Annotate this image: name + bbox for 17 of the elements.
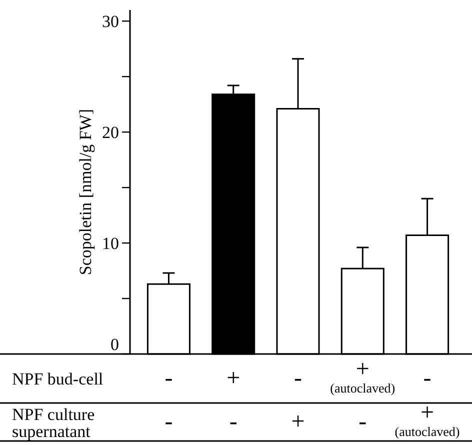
text: NPF bud-cell xyxy=(12,370,104,388)
text: - xyxy=(423,366,432,392)
text: - xyxy=(164,409,173,435)
text: - xyxy=(229,409,238,435)
text: - xyxy=(164,366,173,392)
y-tick-label: 30 xyxy=(102,12,119,32)
text: + (autoclaved) xyxy=(330,356,396,396)
y-tick-label: 10 xyxy=(102,234,119,254)
text: + xyxy=(226,366,240,392)
text: NPF culture supernatant xyxy=(12,405,95,441)
text: + xyxy=(291,409,305,435)
y-tick-label: 20 xyxy=(102,123,119,142)
text: + (autoclaved) xyxy=(394,400,460,439)
y-axis-title: Scopoletin [nmol/g FW] xyxy=(76,108,95,276)
y-tick-label: 0 xyxy=(110,335,119,354)
text: - xyxy=(358,409,367,435)
text: - xyxy=(294,366,302,392)
